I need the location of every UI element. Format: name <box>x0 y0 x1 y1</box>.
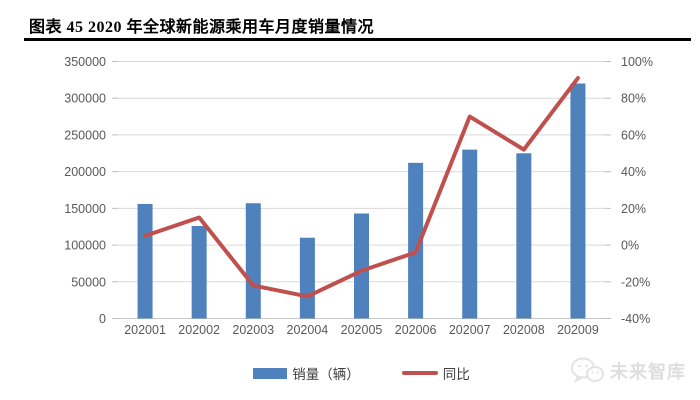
y-axis-right-label: 80% <box>621 92 646 106</box>
y-axis-right-label: 60% <box>621 128 646 142</box>
sales-bar <box>245 203 261 319</box>
x-axis-label: 202003 <box>232 323 274 337</box>
sales-bar <box>354 213 369 319</box>
chart-legend: 销量（辆） 同比 <box>118 362 605 384</box>
sales-bar <box>462 149 478 319</box>
sales-bar <box>408 162 424 319</box>
y-axis-right-label: -20% <box>621 275 650 289</box>
sales-bar <box>570 83 586 319</box>
wechat-logo-icon <box>571 357 604 384</box>
y-axis-left-label: 150000 <box>64 202 106 216</box>
x-axis-label: 202004 <box>287 323 329 337</box>
legend-item-yoy: 同比 <box>401 363 470 383</box>
title-underline <box>24 38 691 41</box>
legend-item-sales: 销量（辆） <box>253 363 360 383</box>
watermark: 未来智库 <box>570 357 686 385</box>
y-axis-left-label: 300000 <box>64 92 106 106</box>
y-axis-right-label: 100% <box>621 55 653 69</box>
y-axis-right-label: 0% <box>621 239 639 253</box>
y-axis-left-label: 0 <box>99 312 106 326</box>
sales-bar <box>191 225 207 319</box>
y-axis-left-label: 50000 <box>71 275 106 289</box>
y-axis-right-label: 20% <box>621 202 646 216</box>
y-axis-right-label: 40% <box>621 165 646 179</box>
x-axis-label: 202005 <box>341 323 383 337</box>
x-axis-label: 202007 <box>449 323 491 337</box>
y-axis-left-label: 350000 <box>64 55 106 69</box>
yoy-line-swatch-icon <box>401 371 438 375</box>
y-axis-left-label: 100000 <box>64 239 106 253</box>
sales-bar <box>137 203 153 319</box>
x-axis-label: 202006 <box>395 323 437 337</box>
sales-bar-swatch-icon <box>253 367 288 379</box>
x-axis-label: 202009 <box>557 323 599 337</box>
yoy-line <box>143 76 580 299</box>
x-axis-label: 202001 <box>124 323 166 337</box>
sales-bar <box>516 153 532 319</box>
sales-bar <box>299 237 315 319</box>
combo-chart: 0 -40% 50000 -20% 100000 0% 150000 20% 200000 40%… <box>64 55 653 337</box>
y-axis-left-label: 200000 <box>64 165 106 179</box>
watermark-text: 未来智库 <box>610 362 686 382</box>
x-axis-label: 202008 <box>503 323 545 337</box>
y-axis-right-label: -40% <box>621 312 650 326</box>
legend-yoy-label: 同比 <box>442 367 470 382</box>
chart-title: 图表 45 2020 年全球新能源乘用车月度销量情况 <box>29 19 375 36</box>
y-axis-left-label: 250000 <box>64 128 106 142</box>
legend-sales-label: 销量（辆） <box>292 367 360 382</box>
x-axis-label: 202002 <box>178 323 220 337</box>
